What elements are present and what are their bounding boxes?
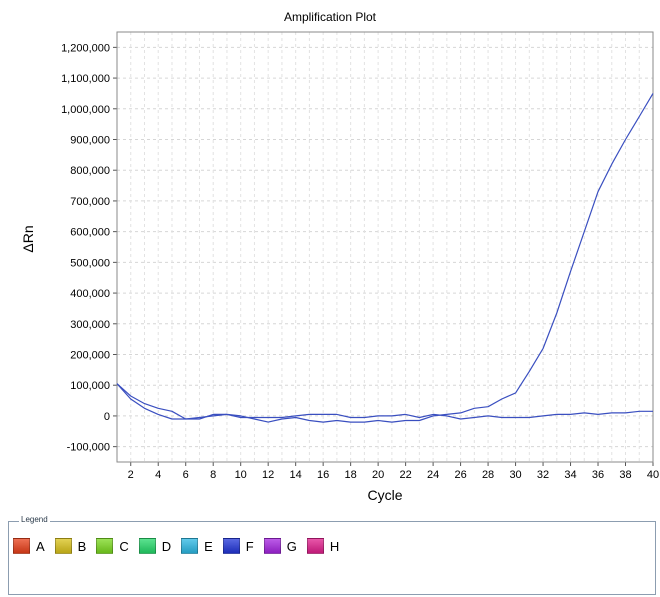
legend-label: B: [77, 538, 87, 554]
x-tick-label: 12: [262, 469, 274, 481]
legend-swatch-b: [54, 538, 72, 554]
series-line-2: [116, 383, 653, 420]
x-tick-label: 20: [372, 469, 384, 481]
legend-item-d[interactable]: D: [138, 538, 172, 554]
y-tick-label: 1,200,000: [61, 42, 110, 54]
x-tick-label: 8: [210, 469, 216, 481]
x-tick-label: 18: [345, 469, 357, 481]
legend-item-a[interactable]: A: [13, 538, 45, 554]
y-tick-label: 1,000,000: [61, 104, 110, 116]
y-tick-label: 700,000: [70, 196, 110, 208]
x-tick-label: 4: [155, 469, 161, 481]
legend-swatch-d: [138, 538, 156, 554]
y-tick-label: 0: [104, 411, 110, 423]
y-tick-label: 400,000: [70, 288, 110, 300]
x-tick-label: 38: [619, 469, 631, 481]
y-axis-title: ΔRn: [20, 225, 36, 252]
x-tick-label: 26: [454, 469, 466, 481]
chart-title: Amplification Plot: [284, 10, 377, 24]
y-tick-label: 1,100,000: [61, 73, 110, 85]
legend-swatch-a: [13, 538, 30, 554]
x-axis-title: Cycle: [367, 487, 402, 503]
legend-label: G: [286, 538, 297, 554]
legend-item-f[interactable]: F: [222, 538, 254, 554]
legend-items: A B C D E F G H: [13, 538, 349, 554]
legend-panel: Legend A B C D E F G H: [8, 515, 656, 595]
y-tick-label: 600,000: [70, 227, 110, 239]
legend-item-c[interactable]: C: [96, 538, 129, 554]
x-tick-label: 34: [564, 469, 576, 481]
x-tick-label: 32: [537, 469, 549, 481]
legend-item-e[interactable]: E: [181, 538, 213, 554]
x-tick-label: 10: [235, 469, 247, 481]
legend-label: E: [204, 538, 213, 554]
x-tick-label: 30: [509, 469, 521, 481]
x-tick-label: 36: [592, 469, 604, 481]
legend-swatch-f: [222, 538, 240, 554]
x-tick-label: 40: [647, 469, 659, 481]
chart-svg: -100,000 0 100,000 200,000 300,000 400,000 500…: [20, 10, 659, 503]
legend-swatch-g: [263, 538, 281, 554]
legend-swatch-e: [181, 538, 199, 554]
legend-label: H: [329, 538, 340, 554]
x-tick-label: 28: [482, 469, 494, 481]
y-tick-label: -100,000: [67, 442, 110, 454]
legend-swatch-h: [306, 538, 324, 554]
x-tick-label: 22: [399, 469, 411, 481]
y-tick-label: 900,000: [70, 135, 110, 147]
legend-item-h[interactable]: H: [306, 538, 340, 554]
y-tick-label: 100,000: [70, 380, 110, 392]
amplification-chart: -100,000 0 100,000 200,000 300,000 400,000 500…: [20, 10, 659, 503]
y-tick-label: 500,000: [70, 257, 110, 269]
legend-label: D: [161, 538, 172, 554]
legend-label: A: [36, 538, 45, 554]
y-tick-label: 800,000: [70, 165, 110, 177]
x-tick-label: 16: [317, 469, 329, 481]
legend-label: F: [245, 538, 254, 554]
plot-area: [117, 32, 653, 462]
x-tick-label: 24: [427, 469, 439, 481]
plot-frame: [116, 31, 654, 463]
legend-title: Legend: [19, 515, 50, 524]
x-tick-label: 14: [290, 469, 302, 481]
x-tick-label: 6: [183, 469, 189, 481]
y-tick-label: 200,000: [70, 350, 110, 362]
legend-label: C: [119, 538, 129, 554]
x-tick-label: 2: [128, 469, 134, 481]
y-tick-label: 300,000: [70, 319, 110, 331]
legend-item-b[interactable]: B: [54, 538, 87, 554]
legend-swatch-c: [96, 538, 114, 554]
legend-item-g[interactable]: G: [263, 538, 297, 554]
